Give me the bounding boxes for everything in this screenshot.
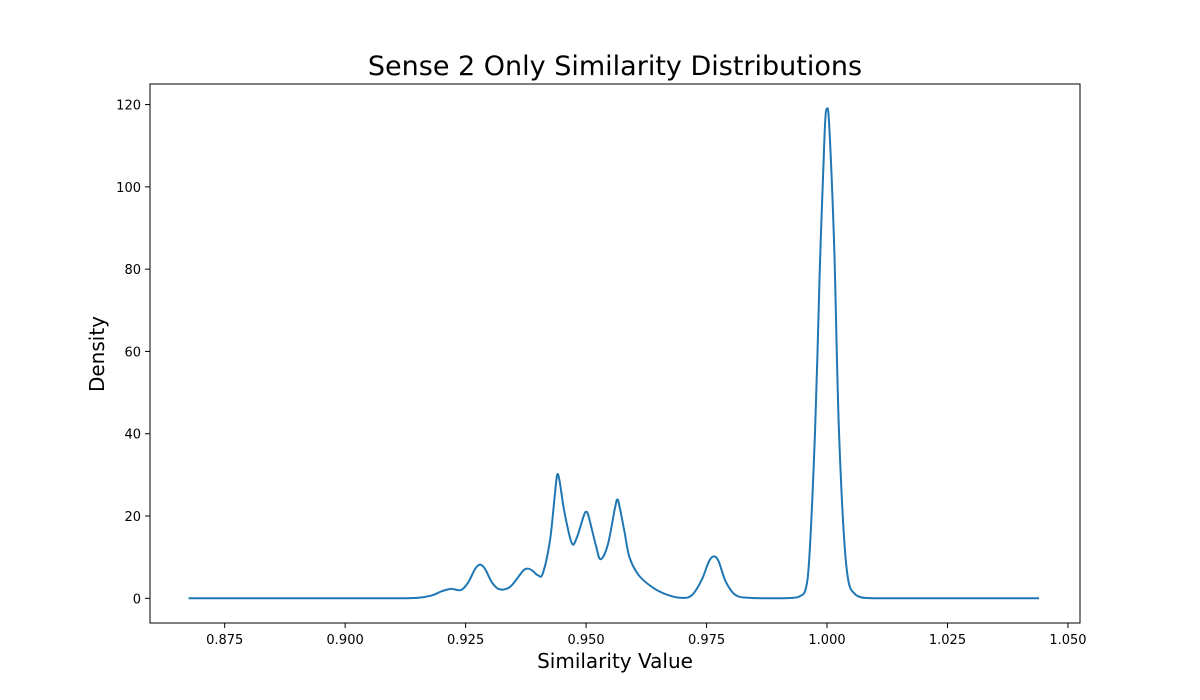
x-tick-label: 0.900 (327, 633, 364, 648)
y-tick-label: 60 (124, 345, 141, 360)
x-tick-label: 0.925 (447, 633, 484, 648)
y-tick-label: 120 (116, 99, 141, 114)
y-tick-label: 40 (124, 428, 141, 443)
x-tick-label: 1.000 (808, 633, 845, 648)
x-tick-label: 1.050 (1049, 633, 1086, 648)
x-axis-ticks: 0.875 0.900 0.925 0.950 0.975 1.000 1.025 1.050 (206, 623, 1087, 648)
y-axis-ticks: 0 20 40 60 80 100 120 (116, 99, 150, 607)
x-tick-label: 0.950 (567, 633, 604, 648)
y-tick-label: 80 (124, 263, 141, 278)
x-tick-label: 0.975 (688, 633, 725, 648)
x-tick-label: 1.025 (929, 633, 966, 648)
y-tick-label: 100 (116, 181, 141, 196)
plot-area (188, 107, 1040, 600)
y-tick-label: 20 (124, 510, 141, 525)
chart-title: Sense 2 Only Similarity Distributions (368, 51, 862, 82)
y-tick-label: 0 (133, 592, 141, 607)
x-tick-label: 0.875 (206, 633, 243, 648)
plot-frame (149, 83, 1081, 624)
x-axis-label: Similarity Value (537, 649, 693, 673)
density-line (188, 107, 1040, 600)
y-axis-label: Density (85, 316, 109, 392)
